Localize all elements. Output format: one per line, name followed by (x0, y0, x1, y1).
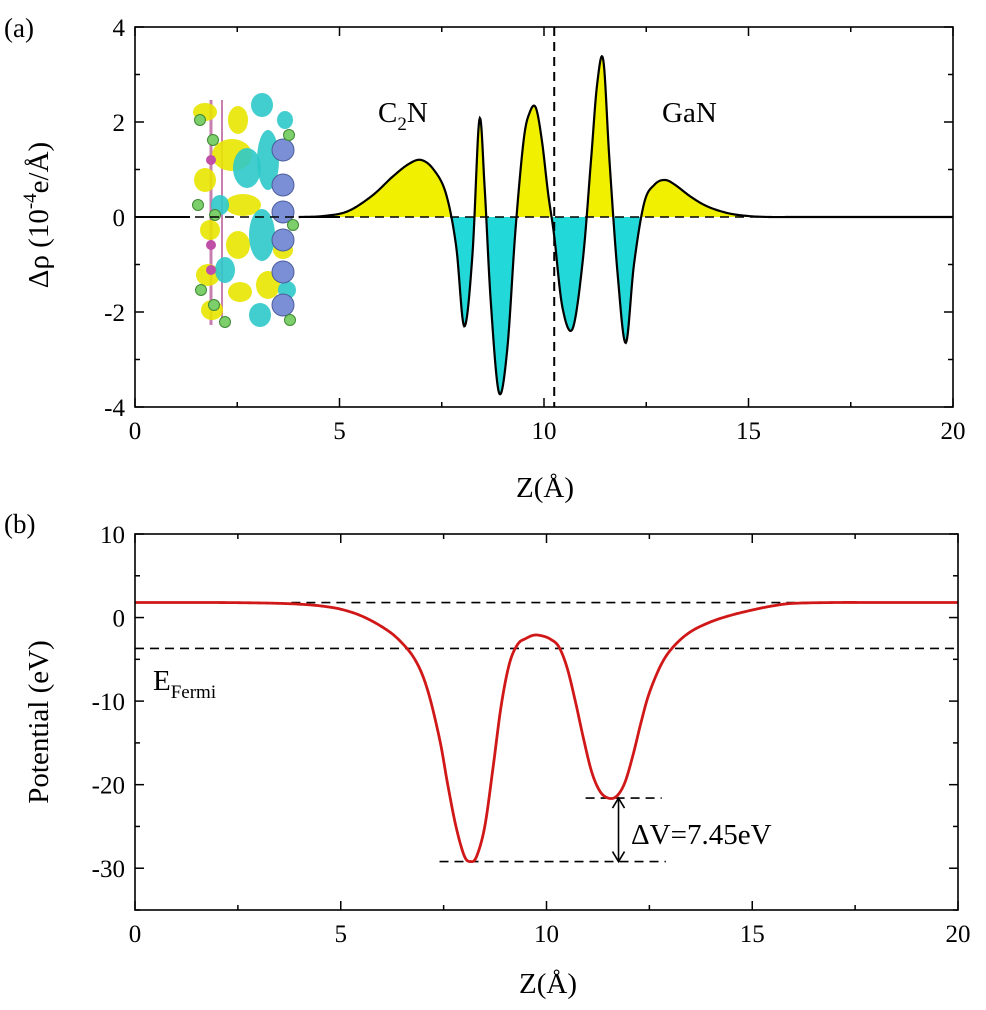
inset-cyan-lobe (251, 93, 273, 117)
panel-b-xaxis-title: Z(Å) (519, 968, 577, 1000)
panel-a-xtick-label: 0 (129, 418, 142, 445)
inset-yellow-lobe (225, 194, 261, 216)
inset-ga-atom (271, 173, 295, 197)
panel-a: (a) 0 5 10 15 20 -4 -2 0 2 4 Z(Å) Δρ (10… (4, 13, 966, 504)
panel-a-ytick-label: 2 (113, 110, 126, 137)
inset-c-atom (219, 316, 231, 328)
panel-b-xtick-label: 20 (946, 921, 971, 948)
negative-charge-fill (298, 217, 790, 395)
inset-c-atom (192, 199, 204, 211)
panel-b-yaxis-title: Potential (eV) (23, 640, 55, 803)
panel-b-xtick-label: 0 (129, 921, 142, 948)
inset-ga-atom (271, 228, 295, 252)
charge-density-curve (298, 54, 953, 396)
positive-charge-fill (298, 56, 790, 217)
panel-a-ticks (134, 26, 954, 408)
inset-c-atom (208, 299, 220, 311)
inset-c-atom (195, 284, 207, 296)
inset-cyan-lobe (233, 148, 261, 188)
delta-v-label: ΔV=7.45eV (631, 819, 772, 851)
inset-cyan-lobe (215, 257, 235, 283)
panel-b-ytick-label: 10 (100, 522, 125, 549)
fermi-label: EFermi (153, 665, 216, 703)
panel-a-fills (298, 56, 790, 395)
inset-yellow-lobe (194, 168, 216, 192)
inset-ga-atom (271, 260, 295, 284)
inset-c-atom (209, 209, 221, 221)
inset-yellow-lobe (226, 231, 250, 259)
panel-b-ticks (134, 533, 959, 911)
inset-cyan-lobe (249, 303, 271, 327)
panel-a-xtick-label: 15 (736, 418, 761, 445)
delta-v-arrow (611, 796, 626, 864)
gan-label: GaN (662, 97, 717, 129)
panel-b-ytick-label: 0 (113, 606, 126, 633)
inset-yellow-lobe (228, 282, 252, 302)
inset-c-atom (284, 314, 296, 326)
panel-b-xtick-label: 10 (534, 921, 559, 948)
inset-c-atom (207, 134, 219, 146)
inset-yellow-lobe (200, 220, 220, 240)
inset-n-atom (206, 265, 216, 275)
panel-b-frame (134, 533, 959, 911)
panel-a-label: (a) (4, 13, 34, 43)
panel-b: (b) 0 5 10 15 20 -30 -20 -10 0 10 Z(Å) P… (4, 509, 971, 1000)
inset-cyan-lobe (249, 209, 275, 261)
inset-cyan-lobe (277, 111, 293, 129)
panel-b-ytick-label: -20 (92, 773, 125, 800)
panel-b-ytick-label: -10 (92, 689, 125, 716)
c2n-label: C2N (378, 97, 428, 135)
panel-b-xtick-label: 15 (740, 921, 765, 948)
inset-c-atom (283, 129, 295, 141)
inset-ga-atom (271, 138, 295, 162)
panel-a-xaxis-title: Z(Å) (516, 472, 574, 504)
inset-ga-atom (271, 293, 295, 317)
panel-a-ytick-label: -2 (104, 300, 125, 327)
panel-a-xtick-label: 10 (532, 418, 557, 445)
panel-b-xtick-label: 5 (335, 921, 348, 948)
inset-n-atom (206, 155, 216, 165)
panel-a-xtick-label: 5 (333, 418, 346, 445)
potential-curve (135, 601, 958, 864)
inset-c-atom (287, 219, 299, 231)
inset-yellow-lobe (228, 106, 248, 134)
panel-a-xtick-label: 20 (941, 418, 966, 445)
panel-a-yaxis-title: Δρ (10-4e/Å) (20, 142, 55, 288)
inset-n-atom (206, 240, 216, 250)
panel-b-label: (b) (4, 509, 35, 539)
panel-b-ytick-label: -30 (92, 856, 125, 883)
panel-a-ytick-label: 0 (113, 205, 126, 232)
panel-a-ytick-label: -4 (104, 395, 125, 422)
inset-c-atom (194, 114, 206, 126)
panel-a-ytick-label: 4 (113, 15, 126, 42)
inset-structure-image (135, 93, 340, 328)
